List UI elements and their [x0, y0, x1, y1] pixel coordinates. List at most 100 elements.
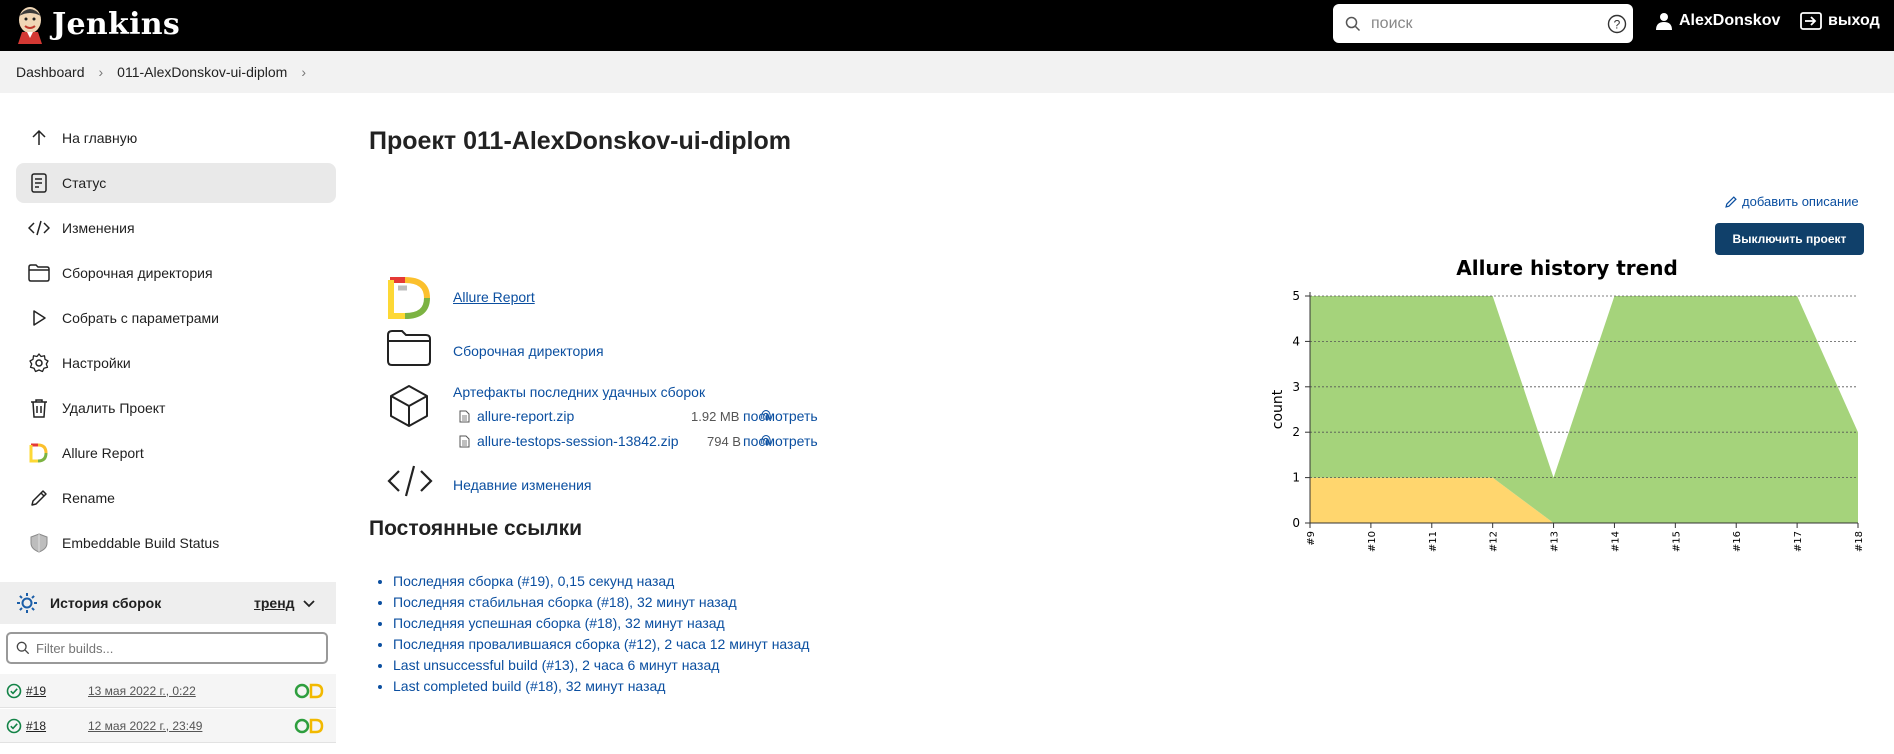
folder-icon: [387, 330, 431, 366]
x-tick-label: #14: [1610, 531, 1621, 552]
sidebar-item-label: Embeddable Build Status: [62, 535, 220, 551]
build-date[interactable]: 13 мая 2022 г., 0:22: [88, 683, 196, 698]
search-input[interactable]: [1371, 14, 1591, 33]
sidebar-item-status[interactable]: Статус: [16, 163, 336, 203]
sidebar-item-label: Собрать с параметрами: [62, 310, 219, 326]
box-icon: [390, 385, 428, 427]
page-title: Проект 011-AlexDonskov-ui-diplom: [369, 127, 791, 155]
breadcrumb: Dashboard › 011-AlexDonskov-ui-diplom ›: [0, 51, 1894, 93]
add-description-label: добавить описание: [1742, 194, 1859, 209]
permalink[interactable]: Last unsuccessful build (#13), 2 часа 6 …: [393, 657, 720, 673]
sidebar-item-label: Allure Report: [62, 445, 144, 461]
sidebar-item-build-with-params[interactable]: Собрать с параметрами: [16, 298, 336, 338]
add-description-link[interactable]: добавить описание: [1724, 194, 1859, 209]
allure-badge-icon[interactable]: [294, 718, 326, 734]
sidebar-item-label: Rename: [62, 490, 115, 506]
build-history-title: История сборок: [50, 595, 162, 611]
arrow-up-icon: [28, 127, 50, 149]
success-icon: [6, 683, 22, 698]
sidebar-item-workspace[interactable]: Сборочная директория: [16, 253, 336, 293]
sidebar-item-delete-project[interactable]: Удалить Проект: [16, 388, 336, 428]
trend-link[interactable]: тренд: [254, 595, 295, 611]
sidebar: На главную Статус Изменения Сборочная ди…: [16, 118, 336, 568]
artifact-size: 794 B: [707, 433, 741, 449]
pencil-icon: [28, 487, 50, 509]
sidebar-item-allure-report[interactable]: Allure Report: [16, 433, 336, 473]
x-tick-label: #17: [1793, 531, 1804, 552]
success-icon: [6, 718, 22, 733]
breadcrumb-dashboard[interactable]: Dashboard: [16, 64, 85, 80]
list-item: Последняя провалившаяся сборка (#12), 2 …: [393, 636, 809, 657]
disable-project-button[interactable]: Выключить проект: [1715, 223, 1864, 255]
artifact-view-link[interactable]: посмотреть: [743, 433, 818, 449]
sidebar-item-home[interactable]: На главную: [16, 118, 336, 158]
sidebar-item-label: Статус: [62, 175, 107, 191]
artifact-size: 1.92 MB: [691, 408, 740, 424]
shield-icon: [28, 532, 50, 554]
x-tick-label: #10: [1367, 531, 1378, 552]
sidebar-item-embeddable-status[interactable]: Embeddable Build Status: [16, 523, 336, 563]
code-icon: [387, 465, 433, 497]
chevron-right-icon: ›: [98, 64, 104, 80]
fingerprint-icon[interactable]: [759, 433, 773, 447]
user-link[interactable]: AlexDonskov: [1655, 12, 1780, 30]
sidebar-item-label: На главную: [62, 130, 138, 146]
sidebar-item-label: Настройки: [62, 355, 131, 371]
jenkins-butler-icon: [18, 7, 42, 44]
logout-label: выход: [1828, 12, 1880, 29]
build-date[interactable]: 12 мая 2022 г., 23:49: [88, 718, 203, 733]
build-number[interactable]: #18: [26, 718, 47, 733]
sidebar-item-changes[interactable]: Изменения: [16, 208, 336, 248]
chevron-right-icon[interactable]: ›: [301, 64, 306, 80]
allure-report-link[interactable]: Allure Report: [453, 289, 535, 305]
allure-badge-icon[interactable]: [294, 683, 326, 699]
permalink[interactable]: Последняя провалившаяся сборка (#12), 2 …: [393, 636, 810, 652]
permalinks-list: Последняя сборка (#19), 0,15 секунд наза…: [393, 573, 809, 699]
build-number[interactable]: #19: [26, 683, 47, 698]
file-icon: [459, 410, 470, 422]
sidebar-item-label: Сборочная директория: [62, 265, 213, 281]
permalink[interactable]: Последняя успешная сборка (#18), 32 мину…: [393, 615, 725, 631]
folder-icon: [28, 262, 50, 284]
play-icon: [28, 307, 50, 329]
x-tick-label: #16: [1732, 531, 1743, 552]
build-row[interactable]: #19 13 мая 2022 г., 0:22: [0, 674, 336, 708]
workspace-link[interactable]: Сборочная директория: [453, 343, 604, 359]
y-tick-label: 1: [1292, 471, 1300, 485]
list-item: Last completed build (#18), 32 минут наз…: [393, 678, 809, 699]
chart-title: Allure history trend: [1456, 256, 1678, 280]
gear-icon: [28, 352, 50, 374]
help-icon[interactable]: ?: [1607, 14, 1627, 34]
search-icon: [1345, 16, 1361, 31]
pencil-icon: [1725, 195, 1737, 208]
filter-builds-input[interactable]: [36, 640, 316, 656]
x-tick-label: #12: [1489, 531, 1500, 552]
area-series-0: [1310, 477, 1858, 523]
search-box: ?: [1333, 4, 1633, 43]
logout-icon: [1800, 12, 1822, 30]
fingerprint-icon[interactable]: [759, 408, 773, 422]
jenkins-logo[interactable]: Jenkins: [14, 4, 180, 44]
x-tick-label: #13: [1550, 531, 1561, 552]
artifact-name[interactable]: allure-testops-session-13842.zip: [477, 433, 679, 449]
build-row[interactable]: #18 12 мая 2022 г., 23:49: [0, 709, 336, 743]
artifact-name[interactable]: allure-report.zip: [477, 408, 575, 424]
logout-link[interactable]: выход: [1800, 12, 1880, 30]
permalink[interactable]: Last completed build (#18), 32 минут наз…: [393, 678, 666, 694]
y-tick-label: 4: [1292, 334, 1300, 348]
artifact-view-link[interactable]: посмотреть: [743, 408, 818, 424]
permalink[interactable]: Последняя сборка (#19), 0,15 секунд наза…: [393, 573, 675, 589]
artifact-row: allure-testops-session-13842.zip 794 B п…: [459, 431, 879, 451]
allure-icon: [388, 277, 430, 319]
sidebar-item-settings[interactable]: Настройки: [16, 343, 336, 383]
breadcrumb-project[interactable]: 011-AlexDonskov-ui-diplom: [117, 64, 288, 80]
y-tick-label: 3: [1292, 380, 1300, 394]
chevron-down-icon[interactable]: [302, 599, 316, 609]
allure-trend-chart[interactable]: 0 1 2 3 4 5 #9 #10 #11 #12 #13 #14 #15 #16 #17 #18 count: [1262, 280, 1872, 560]
artifacts-link[interactable]: Артефакты последних удачных сборок: [453, 384, 706, 400]
permalink[interactable]: Последняя стабильная сборка (#18), 32 ми…: [393, 594, 737, 610]
sidebar-item-rename[interactable]: Rename: [16, 478, 336, 518]
artifact-row: allure-report.zip 1.92 MB посмотреть: [459, 406, 879, 426]
list-item: Последняя стабильная сборка (#18), 32 ми…: [393, 594, 809, 615]
recent-changes-link[interactable]: Недавние изменения: [453, 477, 592, 493]
